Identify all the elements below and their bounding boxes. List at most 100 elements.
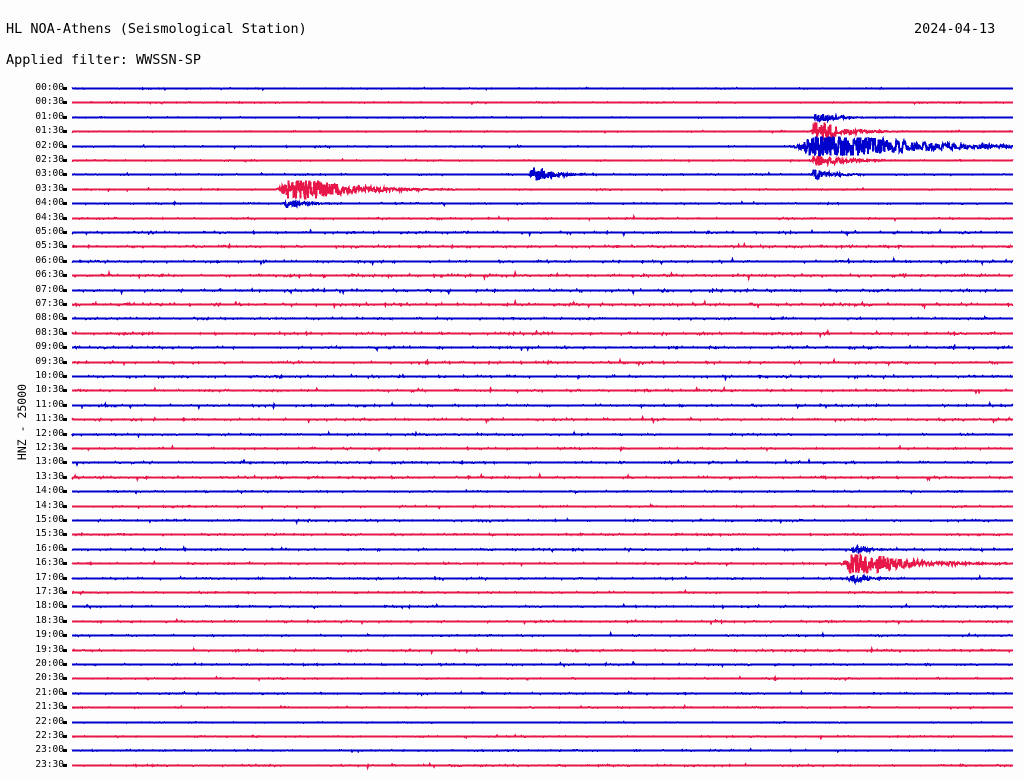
trace-row: 13:30 [0,471,1024,491]
axis-tick-mark [63,288,67,292]
time-axis-label: 20:30 [35,672,64,684]
trace-row: 14:00 [0,485,1024,505]
waveform-trace [71,167,1014,182]
axis-tick-mark [63,418,67,422]
trace-row: 06:30 [0,269,1024,289]
axis-tick-mark [63,202,67,206]
time-axis-label: 13:30 [35,470,64,482]
time-axis-label: 04:30 [35,211,64,223]
trace-row: 15:30 [0,528,1024,548]
waveform-trace [71,400,1014,411]
waveform-trace [71,155,1014,168]
waveform-trace [71,386,1014,396]
trace-row: 20:00 [0,658,1024,678]
trace-row: 22:30 [0,730,1024,750]
time-axis-label: 05:30 [35,240,64,252]
time-axis-label: 11:30 [35,413,64,425]
axis-tick-mark [63,173,67,177]
time-axis-label: 03:30 [35,182,64,194]
axis-tick-mark [63,691,67,695]
time-axis-label: 01:00 [35,110,64,122]
trace-row: 06:00 [0,255,1024,275]
axis-tick-mark [63,346,67,350]
axis-tick-mark [63,475,67,479]
axis-tick-mark [63,663,67,666]
time-axis-label: 07:30 [35,298,64,309]
trace-row: 21:00 [0,687,1024,707]
time-axis-label: 16:30 [35,557,64,569]
waveform-trace [71,242,1014,250]
trace-row: 19:30 [0,644,1024,664]
axis-tick-mark [63,576,67,580]
trace-row: 17:30 [0,586,1024,606]
axis-tick-mark [63,490,67,494]
waveform-trace [71,552,1014,575]
waveform-trace [71,213,1014,222]
trace-row: 16:00 [0,543,1024,563]
axis-tick-mark [63,763,67,767]
trace-row: 22:00 [0,716,1024,736]
time-axis-label: 08:00 [35,312,64,324]
trace-row: 00:30 [0,96,1024,116]
waveform-trace [71,645,1014,655]
waveform-trace [71,660,1014,668]
axis-tick-mark [63,677,67,681]
trace-row: 00:00 [0,82,1024,102]
time-axis-label: 20:00 [35,658,64,669]
axis-tick-mark [63,432,67,436]
axis-tick-mark [63,749,67,753]
axis-tick-mark [63,360,67,364]
axis-tick-mark [63,461,67,465]
axis-tick-mark [63,303,67,306]
waveform-trace [71,532,1014,538]
time-axis-label: 06:00 [35,254,64,266]
trace-row: 17:00 [0,572,1024,592]
waveform-trace [71,689,1014,697]
station-title: HL NOA-Athens (Seismological Station) [6,21,307,37]
time-axis-label: 09:30 [35,355,64,367]
trace-row: 10:30 [0,384,1024,404]
time-axis-label: 19:00 [35,629,64,641]
trace-row: 11:30 [0,413,1024,433]
time-axis-label: 12:30 [35,442,64,453]
waveform-trace [71,256,1014,267]
waveform-trace [71,444,1014,453]
waveform-trace [71,298,1014,310]
trace-row: 03:00 [0,167,1024,188]
waveform-trace [71,747,1014,754]
time-axis-label: 10:30 [35,384,64,396]
time-axis-label: 21:30 [35,701,64,713]
trace-row: 02:00 [0,135,1024,160]
axis-tick-mark [63,187,67,191]
waveform-trace [71,269,1014,282]
axis-tick-mark [63,389,67,393]
waveform-trace [71,101,1013,106]
trace-row: 04:30 [0,212,1024,232]
time-axis-label: 10:00 [35,370,64,381]
axis-tick-mark [63,547,67,551]
trace-row: 21:30 [0,701,1024,721]
time-axis-label: 08:30 [35,326,64,338]
waveform-trace [71,704,1014,711]
time-axis-label: 11:00 [35,398,64,410]
axis-tick-mark [63,130,67,134]
axis-tick-mark [63,375,67,378]
waveform-trace [71,675,1014,683]
time-axis-label: 18:00 [35,600,64,612]
waveform-trace [71,122,1014,141]
waveform-trace [71,86,1014,92]
waveform-trace [71,588,1014,596]
trace-row: 20:30 [0,672,1024,692]
axis-tick-mark [63,115,67,119]
axis-tick-mark [63,403,67,407]
waveform-trace [71,630,1014,639]
trace-row: 05:30 [0,240,1024,260]
time-axis-label: 13:00 [35,456,64,468]
time-axis-label: 22:30 [35,730,64,741]
axis-tick-mark [63,159,67,162]
axis-tick-mark [63,735,67,738]
axis-tick-mark [63,101,67,105]
axis-tick-mark [63,648,67,652]
time-axis-label: 12:00 [35,427,64,439]
waveform-trace [71,733,1014,741]
